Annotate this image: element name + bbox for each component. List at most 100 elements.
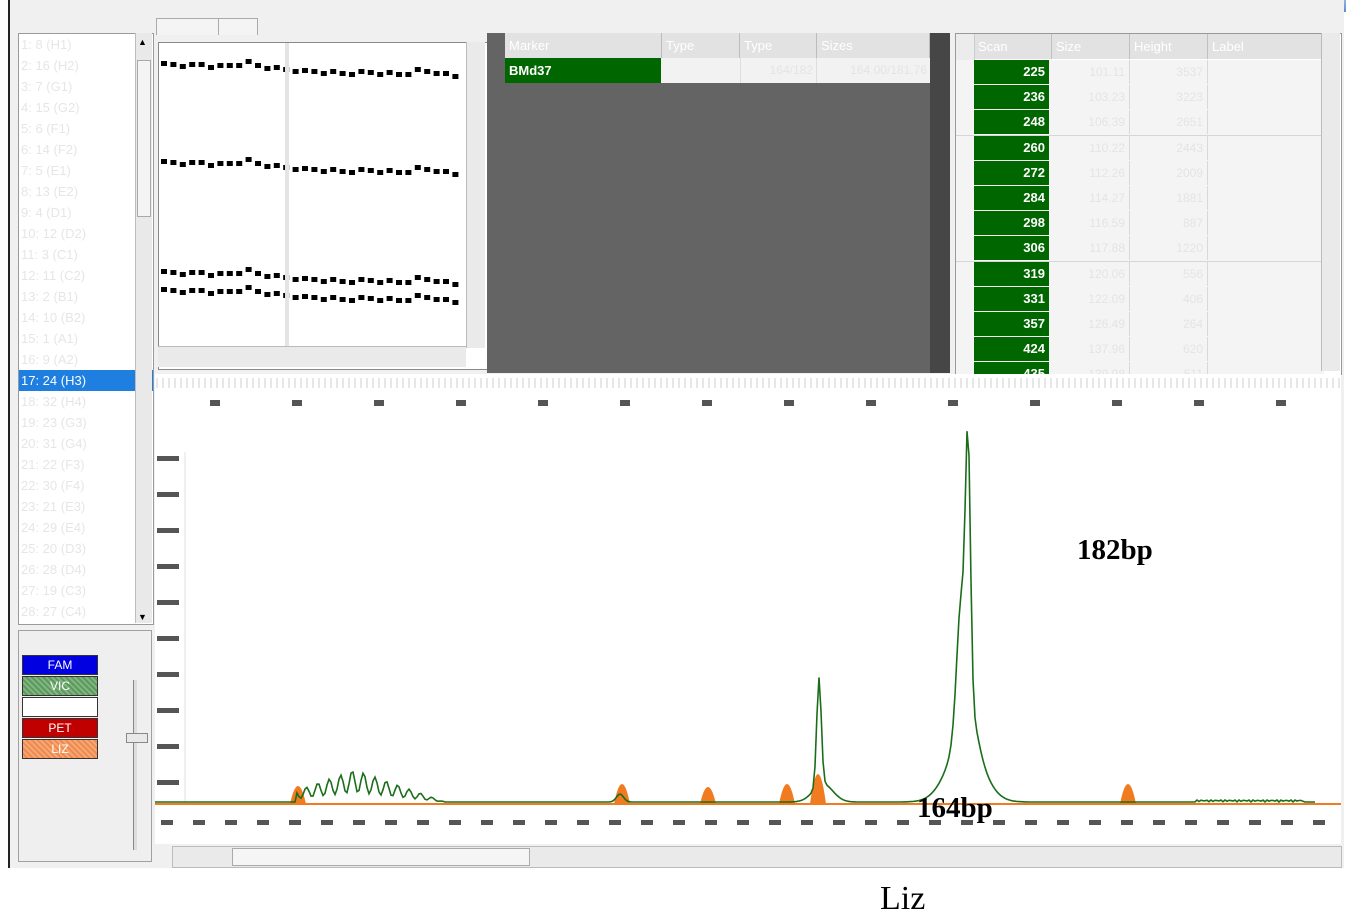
x-axis-tick-label [1313,820,1325,825]
marker-cell-type [662,58,741,83]
sample-list-item[interactable]: 12: 11 (C2) [21,268,86,283]
sample-list-item[interactable]: 11: 3 (C1) [21,247,78,262]
thumbnail-vertical-scrollbar[interactable] [466,42,485,348]
ruler-label-mark [1112,400,1122,406]
sample-list-item[interactable]: 17: 24 (H3) [19,370,153,391]
dye-button-vic[interactable]: VIC [22,676,98,696]
electropherogram-scroll-thumb[interactable] [232,848,530,866]
peak-cell-height: 556 [1130,261,1208,286]
ruler-label-mark [702,400,712,406]
peak-table-row[interactable] [956,362,1324,374]
marker-header-sizes[interactable]: Sizes [817,33,930,58]
tab-left[interactable] [156,18,220,35]
thumbnail-point [377,170,384,175]
sample-list-item[interactable]: 13: 2 (B1) [21,289,79,304]
x-axis-tick-label [577,820,589,825]
scroll-up-arrow-icon[interactable]: ▲ [138,37,147,47]
dye-button-pet[interactable]: PET [22,718,98,738]
dye-button-blank[interactable] [22,697,98,717]
peak-cell-scan: 424 [974,337,1049,362]
sample-list-item[interactable]: 14: 10 (B2) [21,310,86,325]
sample-list-item[interactable]: 22: 30 (F4) [21,478,85,493]
thumbnail-point [161,269,167,274]
marker-header-type2[interactable]: Type [740,33,817,58]
thumbnail-point [189,288,196,293]
peak-cell-height: 3537 [1130,60,1208,84]
sample-list-item[interactable]: 19: 23 (G3) [21,415,87,430]
x-axis-tick-label [705,820,717,825]
ruler-label-mark [374,400,384,406]
sample-list-item[interactable]: 24: 29 (E4) [21,520,86,535]
ruler-label-mark [1276,400,1286,406]
thumbnail-point [302,68,308,73]
peak-header-label[interactable]: Label [1208,34,1324,59]
thumbnail-point [367,70,374,75]
sample-list-scroll-thumb[interactable] [137,60,151,217]
x-axis-tick-label [481,820,493,825]
peak-header-height[interactable]: Height [1130,34,1208,59]
liz-peak [779,784,795,804]
thumbnail-point [292,277,299,282]
thumbnail-point [170,288,177,293]
peak-cell-size: 103.23 [1052,85,1130,110]
scale-slider-track[interactable] [133,680,137,850]
thumbnail-point [367,278,374,283]
sample-list-item[interactable]: 21: 22 (F3) [21,457,85,472]
x-axis-tick-label [545,820,557,825]
sample-list-item[interactable]: 8: 13 (E2) [21,184,79,199]
thumbnail-point [452,172,459,177]
sample-list-item[interactable]: 28: 27 (C4) [21,604,87,619]
sample-list-item[interactable]: 4: 15 (G2) [21,100,80,115]
sample-list-item[interactable]: 6: 14 (F2) [21,142,78,157]
thumbnail-point [367,168,374,173]
thumbnail-point [170,270,177,275]
sample-list-item[interactable]: 26: 28 (D4) [21,562,87,577]
x-axis-tick-label [673,820,685,825]
scale-slider-thumb[interactable] [126,733,148,743]
thumbnail-point [198,270,205,275]
thumbnail-point [443,279,449,284]
thumbnail-point [386,70,393,75]
thumbnail-point [170,160,177,165]
thumbnail-point [349,72,355,77]
sample-list-item[interactable]: 18: 32 (H4) [21,394,87,409]
sample-list-item[interactable]: 16: 9 (A2) [21,352,79,367]
sample-list-item[interactable]: 3: 7 (G1) [21,79,73,94]
peak-table-scrollbar[interactable] [1321,33,1340,371]
scroll-down-arrow-icon[interactable]: ▼ [138,612,147,622]
y-axis-tick-label [157,564,179,569]
sample-list-item[interactable]: 27: 19 (C3) [21,583,87,598]
sample-list-item[interactable]: 23: 21 (E3) [21,499,86,514]
sample-list-item[interactable]: 7: 5 (E1) [21,163,71,178]
dye-button-fam[interactable]: FAM [22,655,98,675]
peak-cell-scan: 272 [974,160,1049,185]
sample-list-item[interactable]: 15: 1 (A1) [21,331,79,346]
thumbnail-point [386,278,393,283]
peak-cell-height: 887 [1130,211,1208,236]
thumbnail-horizontal-scrollbar[interactable] [158,346,466,367]
thumbnail-point [255,63,261,68]
thumbnail-point [452,74,459,79]
x-axis-tick-label [897,820,909,825]
tab-right[interactable] [218,18,258,35]
x-axis-tick-label [1185,820,1197,825]
sample-list-item[interactable]: 20: 31 (G4) [21,436,87,451]
sample-list-item[interactable]: 10: 12 (D2) [21,226,87,241]
sample-list-item[interactable]: 5: 6 (F1) [21,121,71,136]
thumbnail-point [245,267,252,272]
sample-list[interactable]: 1: 8 (H1) 2: 16 (H2) 3: 7 (G1) 4: 15 (G2) 5:… [18,33,154,625]
peak-header-size[interactable]: Size [1052,34,1130,59]
caption-liz: Liz [880,880,926,917]
dye-button-liz[interactable]: LIZ [22,739,98,759]
sample-list-item[interactable]: 25: 20 (D3) [21,541,87,556]
sample-list-item[interactable]: 2: 16 (H2) [21,58,79,73]
sample-list-item[interactable]: 1: 8 (H1) [21,37,72,52]
y-axis-tick-label [157,780,179,785]
x-axis-tick-label [1281,820,1293,825]
marker-header-type[interactable]: Type [662,33,740,58]
peak-cell-height: 406 [1130,286,1208,311]
peak-header-scan[interactable]: Scan [974,34,1052,59]
sample-list-item[interactable]: 9: 4 (D1) [21,205,72,220]
marker-cell-name[interactable]: BMd37 [505,58,661,83]
marker-header-marker[interactable]: Marker [505,33,662,58]
